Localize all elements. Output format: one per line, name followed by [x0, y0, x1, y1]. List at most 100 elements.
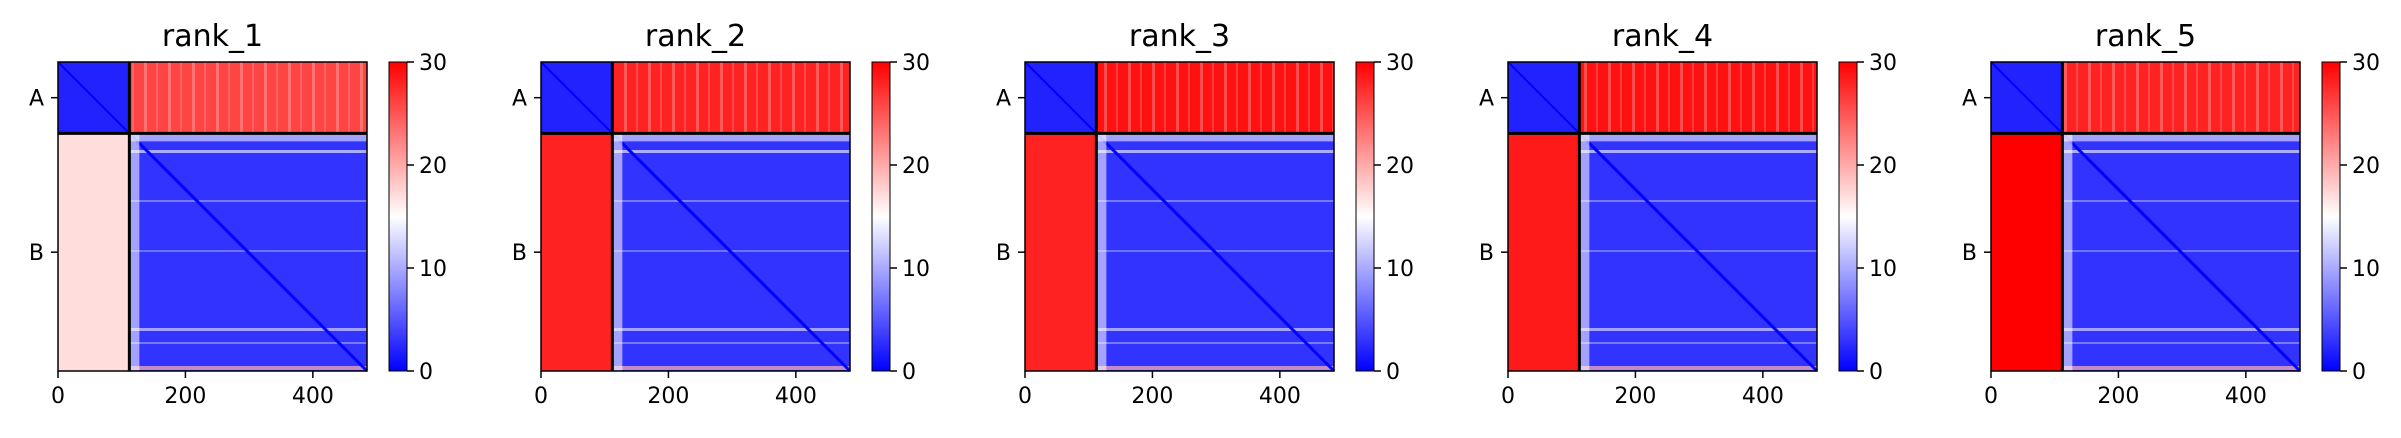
chain-edge-column	[2062, 133, 2073, 371]
x-tick-label: 0	[534, 384, 548, 409]
colorbar: 0 10 20 30	[2321, 51, 2380, 385]
colorbar-tick-label: 30	[1386, 51, 1414, 76]
x-tick-label: 400	[775, 384, 817, 409]
x-tick-label: 400	[1259, 384, 1301, 409]
x-tick-label: 200	[1614, 384, 1656, 409]
x-tick-label: 200	[2097, 384, 2139, 409]
colorbar-gradient	[1355, 61, 1375, 372]
panel-title: rank_4	[1612, 19, 1713, 54]
chain-label-A: A	[996, 87, 1011, 112]
block-A-B-texture	[612, 62, 850, 134]
x-tick-label: 400	[292, 384, 334, 409]
heatmap-panel-4: rank_4 0 200 400 A B 0 10 20 30	[1479, 19, 1897, 409]
axes-frame	[1024, 61, 1335, 372]
diagonal	[1095, 132, 1336, 373]
colorbar: 0 10 20 30	[1355, 51, 1414, 385]
axes-frame	[1507, 61, 1818, 372]
diagonal-A	[1024, 61, 1098, 135]
x-tick-label: 0	[1984, 384, 1998, 409]
chain-label-B: B	[1479, 241, 1494, 266]
panel-title: rank_3	[1129, 19, 1230, 54]
axes-frame	[540, 61, 851, 372]
colorbar: 0 10 20 30	[871, 51, 930, 385]
block-B-A	[541, 133, 613, 371]
heatmap-panel-1: rank_1 0 200 400 A B 0 10 20 30	[29, 19, 447, 409]
colorbar-tick-label: 10	[1869, 257, 1897, 282]
colorbar-tick-label: 20	[1869, 154, 1897, 179]
block-A-B-texture	[129, 62, 367, 134]
colorbar-tick-label: 0	[2352, 360, 2366, 385]
block-B-A	[1991, 133, 2063, 371]
x-tick-label: 0	[1501, 384, 1515, 409]
panel-title: rank_2	[645, 19, 746, 54]
colorbar-tick-label: 20	[419, 154, 447, 179]
colorbar-tick-label: 0	[1869, 360, 1883, 385]
colorbar-tick-label: 10	[902, 257, 930, 282]
x-tick-label: 0	[1018, 384, 1032, 409]
diagonal-A	[540, 61, 614, 135]
block-B-A	[1508, 133, 1580, 371]
chain-label-A: A	[512, 87, 527, 112]
diagonal	[128, 132, 369, 373]
axes-frame	[1990, 61, 2301, 372]
chain-edge-row	[1096, 133, 1334, 142]
chain-edge-column	[129, 133, 140, 371]
colorbar-tick-label: 30	[2352, 51, 2380, 76]
colorbar-tick-label: 0	[1386, 360, 1400, 385]
colorbar-tick-label: 30	[902, 51, 930, 76]
colorbar-tick-label: 20	[1386, 154, 1414, 179]
chain-edge-row	[1579, 133, 1817, 142]
block-A-B-texture	[1096, 62, 1334, 134]
colorbar-tick-label: 0	[419, 360, 433, 385]
chain-edge-column	[1096, 133, 1107, 371]
panel-title: rank_1	[162, 19, 263, 54]
chain-edge-column	[1579, 133, 1590, 371]
chain-label-A: A	[29, 87, 44, 112]
block-A-B-texture	[1579, 62, 1817, 134]
colorbar-tick-label: 30	[1869, 51, 1897, 76]
axes-frame	[57, 61, 368, 372]
block-B-A	[1025, 133, 1097, 371]
colorbar-tick-label: 10	[419, 257, 447, 282]
chain-label-B: B	[512, 241, 527, 266]
diagonal	[2061, 132, 2302, 373]
colorbar-gradient	[871, 61, 891, 372]
colorbar-gradient	[1838, 61, 1858, 372]
heatmap-panel-2: rank_2 0 200 400 A B 0 10 20 30	[512, 19, 930, 409]
x-tick-label: 200	[1131, 384, 1173, 409]
x-tick-label: 400	[1742, 384, 1784, 409]
colorbar-tick-label: 0	[902, 360, 916, 385]
block-A-B-texture	[2062, 62, 2300, 134]
chain-edge-row	[612, 133, 850, 142]
diagonal-A	[1507, 61, 1581, 135]
diagonal-A	[57, 61, 131, 135]
x-tick-label: 200	[647, 384, 689, 409]
colorbar-tick-label: 10	[2352, 257, 2380, 282]
chain-label-A: A	[1962, 87, 1977, 112]
colorbar-tick-label: 20	[902, 154, 930, 179]
colorbar: 0 10 20 30	[1838, 51, 1897, 385]
colorbar-tick-label: 30	[419, 51, 447, 76]
colorbar-tick-label: 10	[1386, 257, 1414, 282]
heatmap-panel-3: rank_3 0 200 400 A B 0 10 20 30	[996, 19, 1414, 409]
chain-label-A: A	[1479, 87, 1494, 112]
colorbar-tick-label: 20	[2352, 154, 2380, 179]
chain-label-B: B	[1962, 241, 1977, 266]
block-B-A	[58, 133, 130, 371]
diagonal-A	[1990, 61, 2064, 135]
colorbar-gradient	[388, 61, 408, 372]
heatmap-panel-5: rank_5 0 200 400 A B 0 10 20 30	[1962, 19, 2380, 409]
x-tick-label: 200	[164, 384, 206, 409]
chain-edge-column	[612, 133, 623, 371]
colorbar-gradient	[2321, 61, 2341, 372]
panel-title: rank_5	[2095, 19, 2196, 54]
diagonal	[611, 132, 852, 373]
chain-label-B: B	[996, 241, 1011, 266]
chain-label-B: B	[29, 241, 44, 266]
x-tick-label: 400	[2225, 384, 2267, 409]
x-tick-label: 0	[51, 384, 65, 409]
chain-edge-row	[2062, 133, 2300, 142]
chain-edge-row	[129, 133, 367, 142]
diagonal	[1578, 132, 1819, 373]
